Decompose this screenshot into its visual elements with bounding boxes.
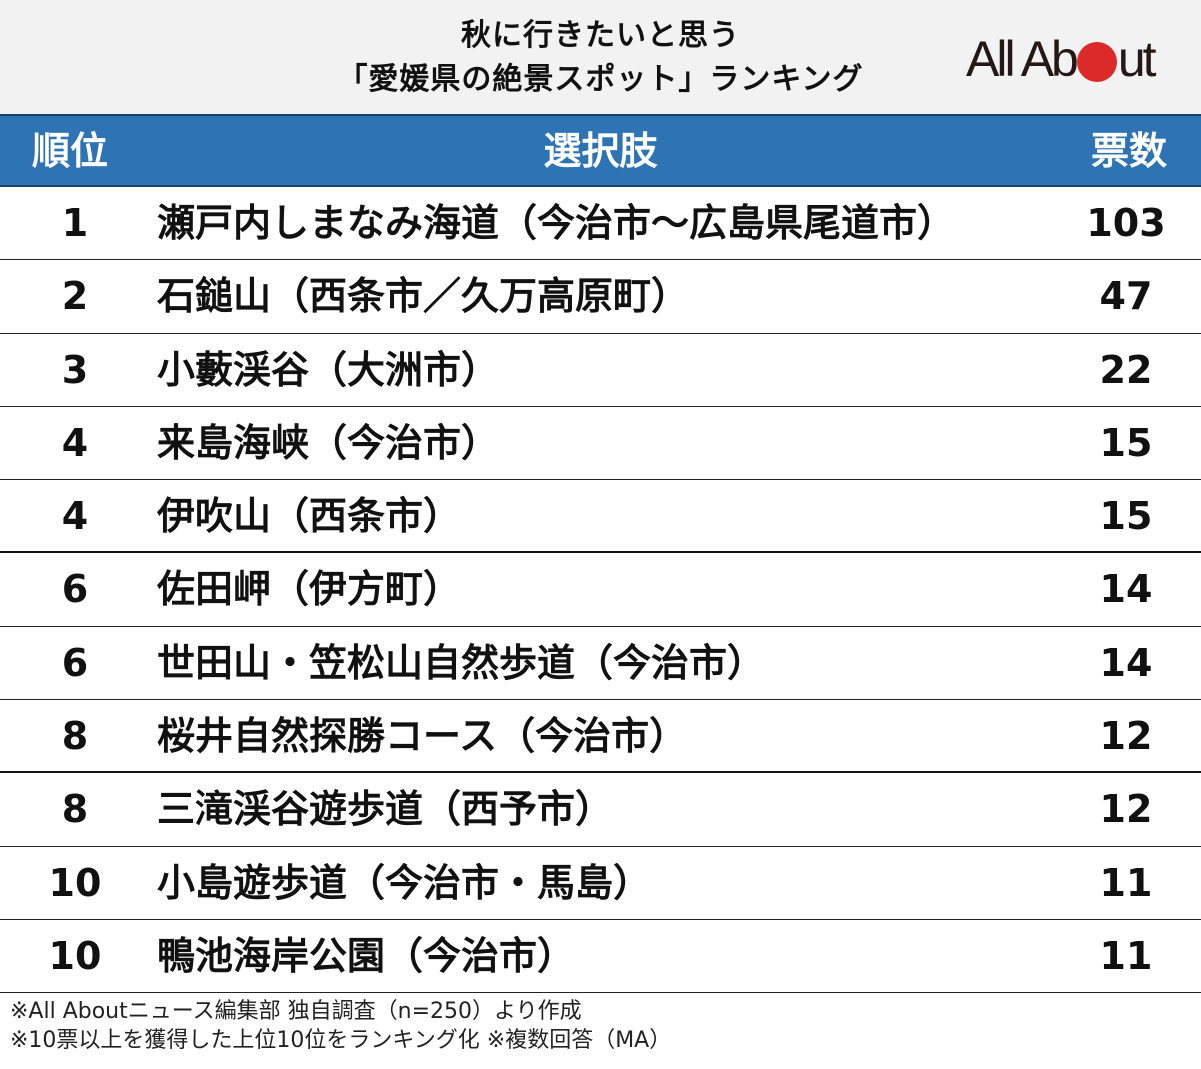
rank-cell: 4 <box>61 420 89 465</box>
votes-cell: 103 <box>1086 201 1166 245</box>
rank-cell: 8 <box>61 787 89 832</box>
table-row: 10 小島遊歩道（今治市・馬島） 11 <box>0 847 1201 920</box>
allabout-logo: All Ab ut <box>966 31 1157 87</box>
table-row: 8 桜井自然探勝コース（今治市） 12 <box>0 700 1201 774</box>
rank-cell: 6 <box>61 567 89 612</box>
logo-text-end: ut <box>1117 31 1157 87</box>
choice-cell: 伊吹山（西条市） <box>157 494 462 539</box>
rank-cell: 3 <box>61 347 89 392</box>
choice-cell: 来島海峡（今治市） <box>157 420 500 465</box>
votes-cell: 15 <box>1099 494 1153 539</box>
footnote-method: ※10票以上を獲得した上位10位をランキング化 ※複数回答（MA） <box>10 1028 672 1053</box>
votes-cell: 12 <box>1099 714 1153 759</box>
rank-cell: 2 <box>61 274 89 319</box>
votes-cell: 14 <box>1099 567 1153 612</box>
table-row: 6 世田山・笠松山自然歩道（今治市） 14 <box>0 627 1201 701</box>
rank-cell: 6 <box>61 640 89 685</box>
choice-cell: 鴨池海岸公園（今治市） <box>157 933 576 978</box>
table-row: 2 石鎚山（西条市／久万高原町） 47 <box>0 260 1201 334</box>
votes-cell: 11 <box>1099 860 1153 905</box>
rank-cell: 8 <box>61 714 89 759</box>
votes-cell: 47 <box>1099 274 1153 319</box>
choice-cell: 三滝渓谷遊歩道（西予市） <box>157 787 614 832</box>
votes-cell: 12 <box>1099 787 1153 832</box>
votes-cell: 11 <box>1099 933 1153 978</box>
logo-text-start: All Ab <box>966 31 1079 87</box>
rank-cell: 10 <box>48 933 102 978</box>
title-line-1: 秋に行きたいと思う <box>461 18 740 53</box>
table-row: 4 伊吹山（西条市） 15 <box>0 480 1201 554</box>
table-row: 10 鴨池海岸公園（今治市） 11 <box>0 920 1201 994</box>
header-votes: 票数 <box>1090 129 1167 173</box>
title-band: 秋に行きたいと思う 「愛媛県の絶景スポット」ランキング All Ab ut <box>0 0 1201 114</box>
choice-cell: 佐田岬（伊方町） <box>157 567 462 612</box>
votes-cell: 15 <box>1099 420 1153 465</box>
choice-cell: 小藪渓谷（大洲市） <box>157 347 500 392</box>
rank-cell: 10 <box>48 860 102 905</box>
table-row: 4 来島海峡（今治市） 15 <box>0 407 1201 481</box>
rank-cell: 1 <box>61 201 89 245</box>
choice-cell: 石鎚山（西条市／久万高原町） <box>157 274 690 319</box>
rank-cell: 4 <box>61 494 89 539</box>
footnotes: ※All Aboutニュース編集部 独自調査（n=250）より作成 ※10票以上… <box>10 997 671 1055</box>
table-row: 6 佐田岬（伊方町） 14 <box>0 553 1201 627</box>
votes-cell: 22 <box>1099 347 1153 392</box>
choice-cell: 瀬戸内しまなみ海道（今治市〜広島県尾道市） <box>157 201 956 245</box>
footnote-source: ※All Aboutニュース編集部 独自調査（n=250）より作成 <box>10 999 582 1024</box>
choice-cell: 桜井自然探勝コース（今治市） <box>157 714 688 759</box>
table-row: 3 小藪渓谷（大洲市） 22 <box>0 334 1201 407</box>
chart-title: 秋に行きたいと思う 「愛媛県の絶景スポット」ランキング <box>0 14 1201 102</box>
header-rank: 順位 <box>32 129 109 173</box>
choice-cell: 世田山・笠松山自然歩道（今治市） <box>157 640 766 685</box>
votes-cell: 14 <box>1099 640 1153 685</box>
title-line-2: 「愛媛県の絶景スポット」ランキング <box>337 62 864 97</box>
table-row: 8 三滝渓谷遊歩道（西予市） 12 <box>0 773 1201 847</box>
table-row: 1 瀬戸内しまなみ海道（今治市〜広島県尾道市） 103 <box>0 187 1201 261</box>
header-choice: 選択肢 <box>543 129 658 173</box>
table-header: 選択肢 順位 票数 <box>0 114 1201 187</box>
choice-cell: 小島遊歩道（今治市・馬島） <box>157 860 652 905</box>
table-body: 1 瀬戸内しまなみ海道（今治市〜広島県尾道市） 103 2 石鎚山（西条市／久万… <box>0 187 1201 994</box>
logo-red-dot-icon <box>1076 42 1117 82</box>
